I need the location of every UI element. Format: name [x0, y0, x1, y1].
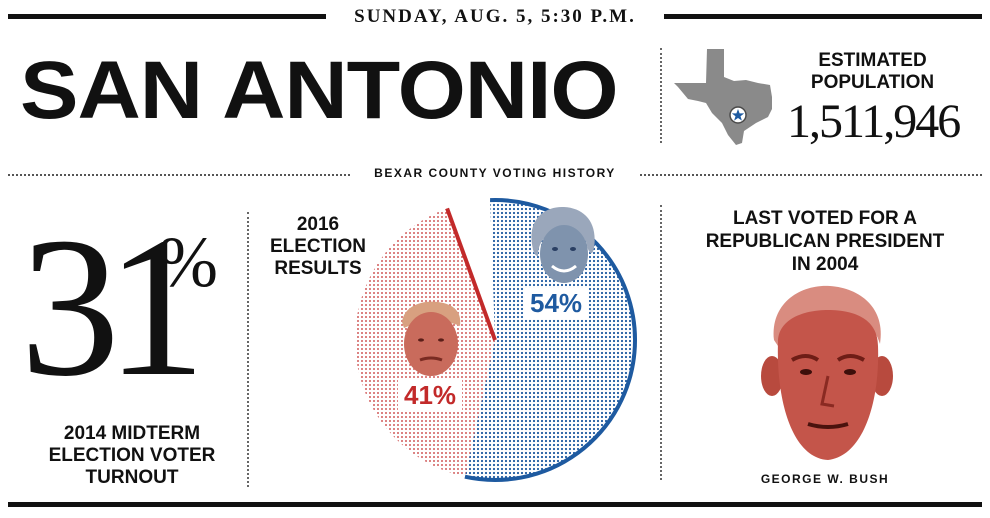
texas-map-icon	[674, 49, 772, 145]
column-divider-2	[660, 205, 662, 480]
trump-mouth	[419, 356, 443, 362]
bush-face	[777, 310, 879, 460]
last-republican-line2: REPUBLICAN PRESIDENT	[705, 231, 945, 252]
bush-name-label: GEORGE W. BUSH	[760, 472, 890, 486]
bush-ear-left	[761, 356, 783, 396]
clinton-percent: 54%	[524, 288, 589, 319]
turnout-number: 31	[20, 197, 206, 418]
turnout-percent-sign: %	[158, 222, 218, 302]
section-heading: BEXAR COUNTY VOTING HISTORY	[350, 166, 640, 180]
last-republican-title: LAST VOTED FOR A REPUBLICAN PRESIDENT IN…	[685, 207, 965, 276]
header-divider	[660, 48, 662, 143]
results-title: 2016 ELECTION RESULTS	[269, 214, 367, 279]
bush-portrait	[761, 285, 893, 460]
clinton-hair	[531, 206, 595, 256]
last-republican-line1: LAST VOTED FOR A	[732, 208, 918, 229]
bottom-rule	[8, 502, 982, 507]
top-rule-right	[664, 14, 982, 19]
date-time: SUNDAY, AUG. 5, 5:30 P.M.	[354, 6, 636, 27]
clinton-face	[540, 225, 588, 283]
turnout-label: 2014 MIDTERM ELECTION VOTER TURNOUT	[48, 423, 216, 488]
column-divider-1	[247, 212, 249, 487]
bush-hair	[773, 285, 881, 346]
trump-percent: 41%	[398, 380, 463, 411]
city-title: SAN ANTONIO	[20, 45, 619, 136]
trump-face	[404, 312, 458, 376]
trump-portrait	[402, 301, 461, 376]
population-value: 1,511,946	[787, 95, 961, 148]
population-label: ESTIMATED POPULATION	[810, 50, 935, 93]
star-icon	[731, 109, 745, 121]
pie-slice-clinton	[464, 200, 635, 480]
clinton-portrait	[531, 206, 595, 283]
texas-shape	[674, 49, 772, 145]
top-rule-left	[8, 14, 326, 19]
pie-slice-trump-edge	[445, 207, 497, 341]
last-republican-line3: IN 2004	[791, 254, 859, 275]
clinton-smile	[551, 264, 577, 273]
